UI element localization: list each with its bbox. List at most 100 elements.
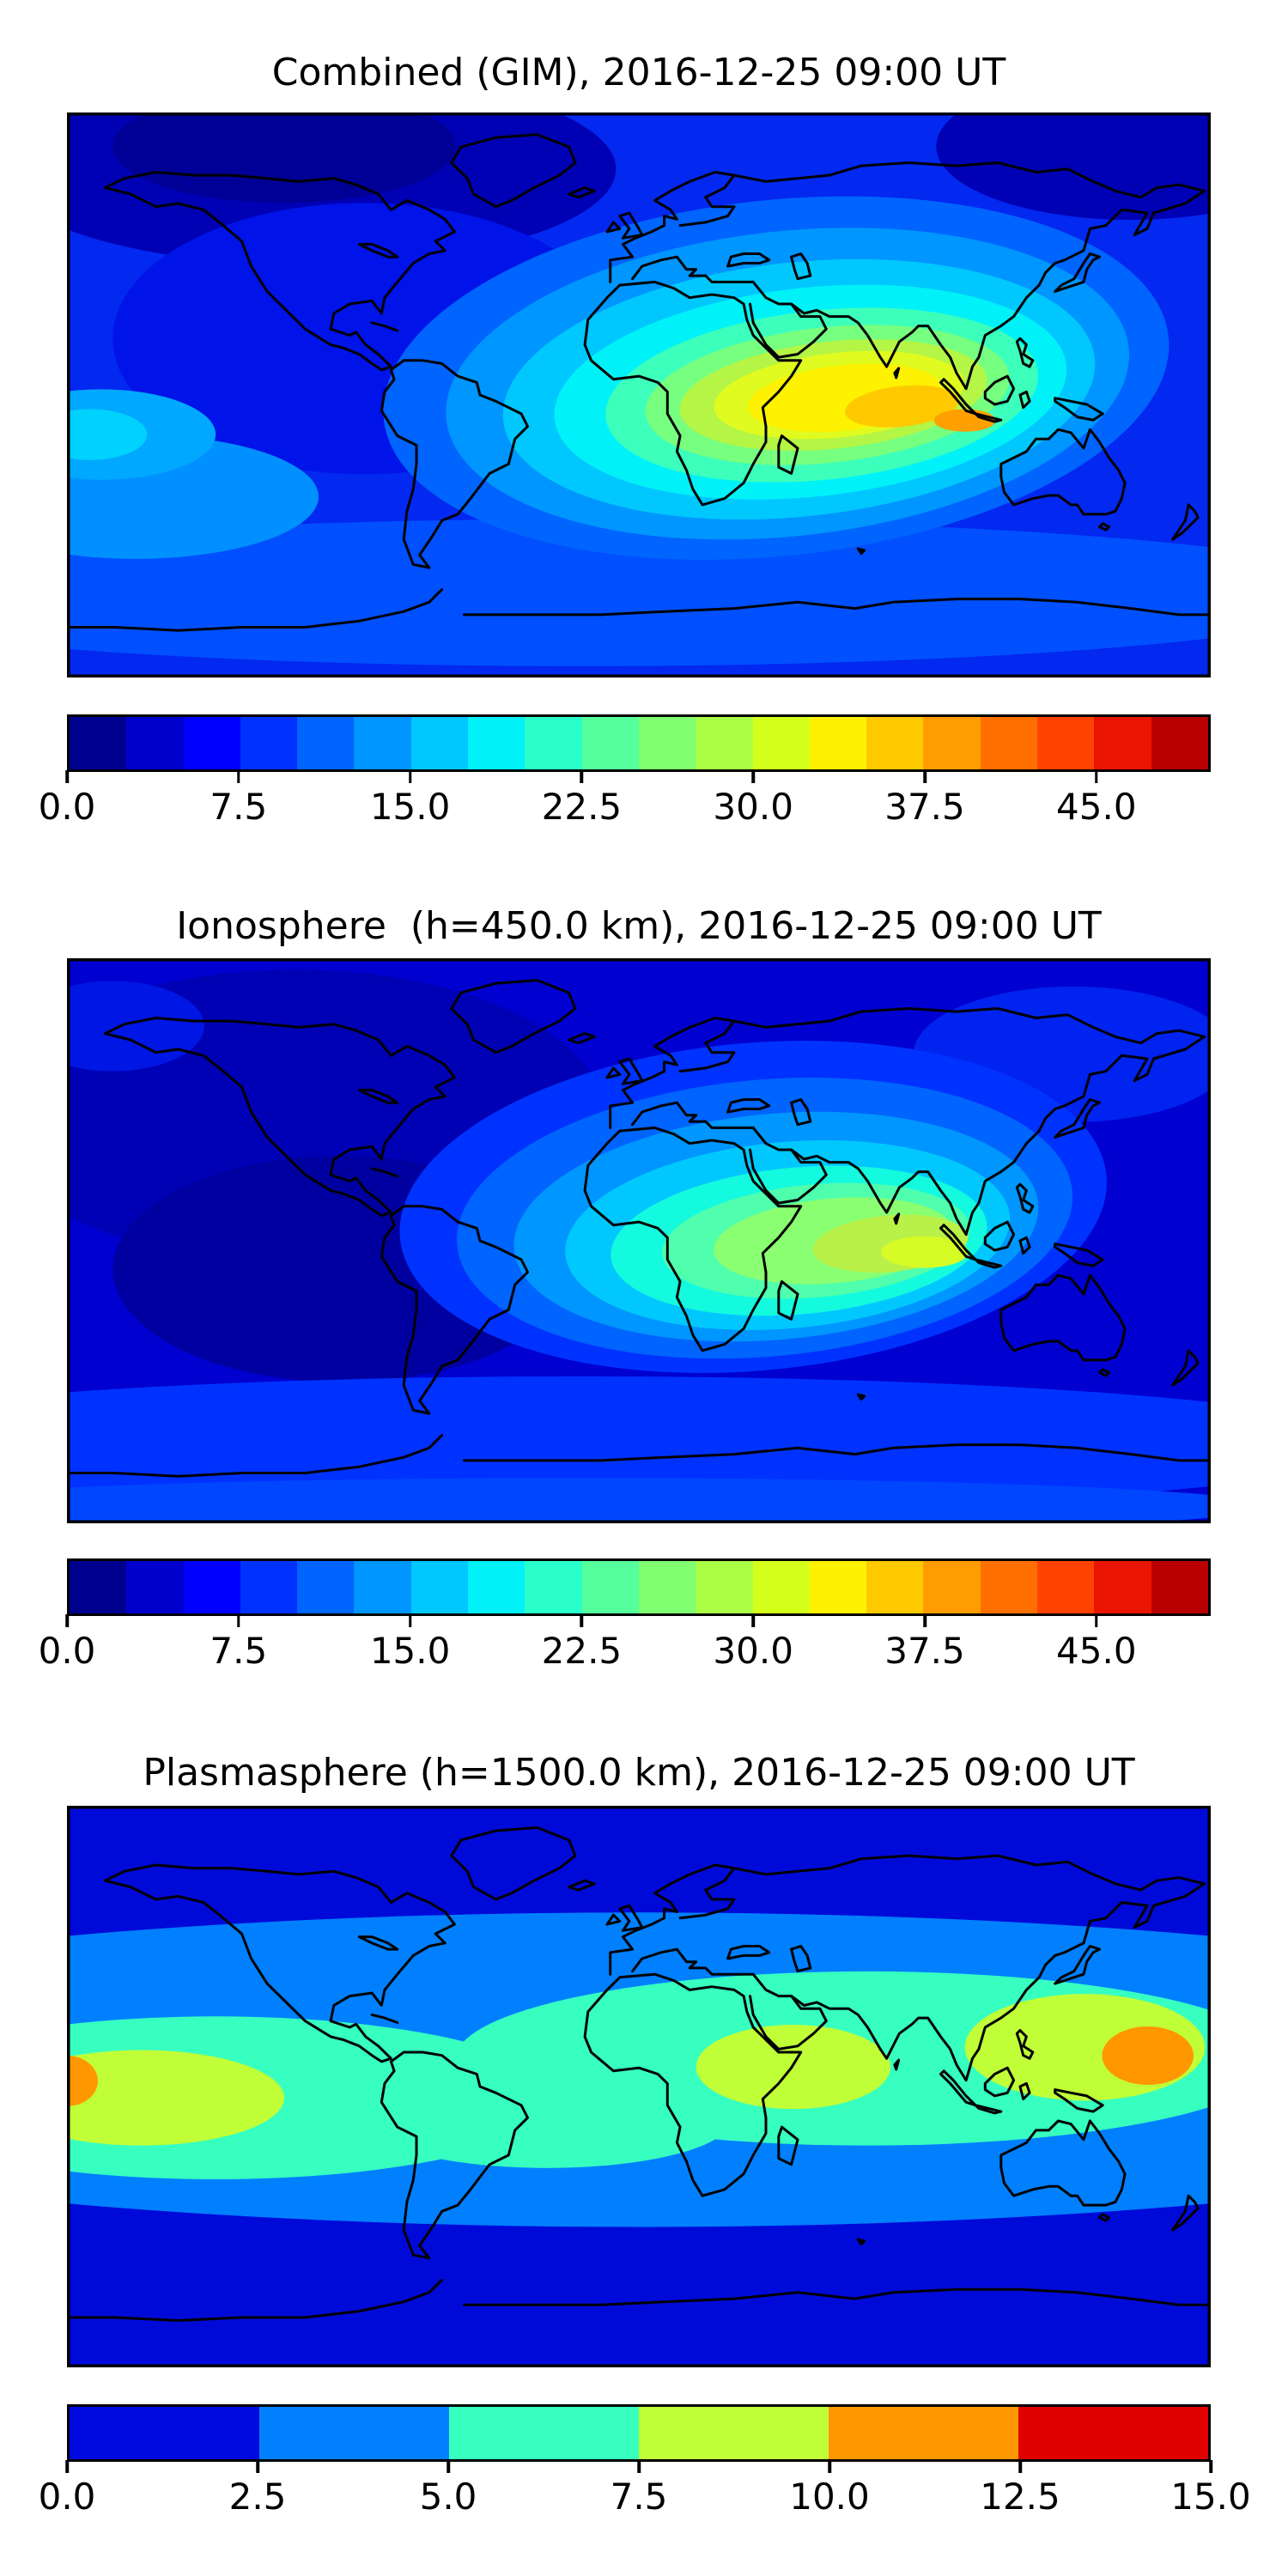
coastline [893,1212,901,1225]
contour-level-blob [67,2056,98,2106]
coastline [609,1863,736,1976]
colorbar-segment [809,717,867,769]
colorbar-tick-mark [637,2460,641,2473]
colorbar-tick-mark [408,1614,412,1627]
coastline [751,1035,1206,1236]
colorbar-tick-mark [923,1614,927,1627]
colorbar-tick-label: 12.5 [980,2476,1060,2518]
colorbar-segment [866,1561,924,1613]
coastline [999,1273,1127,1362]
coastline [893,2058,901,2071]
colorbar-segment [297,717,355,769]
colorbar-segment [468,1561,526,1613]
colorbar-tick-label: 0.0 [38,1630,96,1672]
coastline [1171,1349,1200,1387]
map-frame [67,1806,1211,2367]
colorbar-tick-mark [1095,770,1098,783]
colorbar-segment [696,717,753,769]
colorbar-segment [410,717,469,769]
contour-level-blob [67,409,148,460]
colorbar-segment [923,717,981,769]
coastline [1054,1098,1101,1139]
colorbar-tick-label: 7.5 [210,786,268,828]
colorbar-tick-mark [828,2460,831,2473]
contour-level-blob [67,981,204,1072]
colorbar-segment [70,2407,259,2459]
coastline [450,1826,577,1901]
colorbar-ticks-combined [65,770,1211,783]
coastline [609,171,736,283]
coastline [370,1167,399,1178]
colorbar-tick-label: 2.5 [228,2476,287,2518]
coastline [749,1148,828,1205]
colorbar-tick-label: 37.5 [884,786,965,828]
colorbar-tick-mark [447,2460,450,2473]
colorbar-tick-label: 30.0 [713,786,793,828]
coastline [893,367,901,380]
coastline [463,598,1211,617]
panel-title-ionosphere: Ionosphere (h=450.0 km), 2016-12-25 09:0… [176,904,1102,948]
coastline [463,1443,1211,1462]
colorbar-tick-label: 0.0 [38,786,96,828]
coastline [357,1935,399,1951]
coastline [983,1220,1016,1252]
colorbar-tick-mark [237,770,240,783]
colorbar-ticks-plasmasphere [65,2460,1212,2473]
colorbar-tick-mark [1095,1614,1098,1627]
coastline [777,1280,799,1321]
colorbar-segment [126,717,184,769]
colorbar-tick-label: 15.0 [369,786,451,828]
contour-level-blob [881,1236,969,1268]
coastline [568,186,596,199]
contour-level-blob [67,519,1211,666]
colorbar-tick-mark [65,1614,69,1627]
colorbar-segment [581,717,639,769]
panel-title-plasmasphere: Plasmasphere (h=1500.0 km), 2016-12-25 0… [143,1751,1135,1795]
coastline [999,2119,1127,2207]
colorbar-segment [980,1561,1038,1613]
coastline [751,1882,1206,2082]
colorbar-tick-label: 37.5 [884,1630,965,1672]
coastline [605,1913,622,1926]
colorbar-segment [980,717,1038,769]
colorbar-segment [752,717,810,769]
coastline [1054,2088,1104,2113]
coastline [726,1098,771,1114]
colorbar-segment [240,717,298,769]
colorbar-segment [240,1561,298,1613]
coastline [1098,2213,1111,2222]
coastline [974,1258,1003,1269]
coastline [777,2125,799,2166]
colorbar-segment [449,2407,639,2459]
coastline [583,280,803,507]
coastline [999,428,1127,516]
colorbar-plasmasphere [67,2404,1211,2462]
colorbar-tick-mark [751,1614,755,1627]
map-frame [67,112,1211,677]
coastline [939,378,977,416]
colorbar-tick-mark [580,1614,584,1627]
colorbar-segment [639,2407,829,2459]
coastline [67,2278,444,2322]
colorbar-segment [525,1561,582,1613]
coastline [1018,1236,1031,1255]
colorbar-tick-label: 7.5 [210,1630,268,1672]
colorbar-segment [809,1561,867,1613]
colorbar-segment [1151,717,1208,769]
map-plasmasphere-svg [67,1806,1211,2367]
colorbar-labels-combined: 0.0 7.5 15.0 22.5 30.0 37.5 45.0 [39,786,1211,829]
coastline [370,2013,399,2024]
map-plasmasphere [67,1806,1211,2367]
coastline [103,1863,456,2063]
coastline [357,243,399,258]
coastline [974,412,1003,423]
coastline [568,1879,596,1892]
colorbar-tick-mark [1209,2460,1212,2473]
colorbar-tick-label: 5.0 [419,2476,477,2518]
colorbar-tick-mark [751,770,755,783]
colorbar-segment [1037,717,1095,769]
coastline [732,1854,1206,1892]
colorbar-tick-mark [237,1614,240,1627]
contour-level-blob [1102,2026,1194,2086]
colorbar-tick-label: 45.0 [1056,786,1137,828]
